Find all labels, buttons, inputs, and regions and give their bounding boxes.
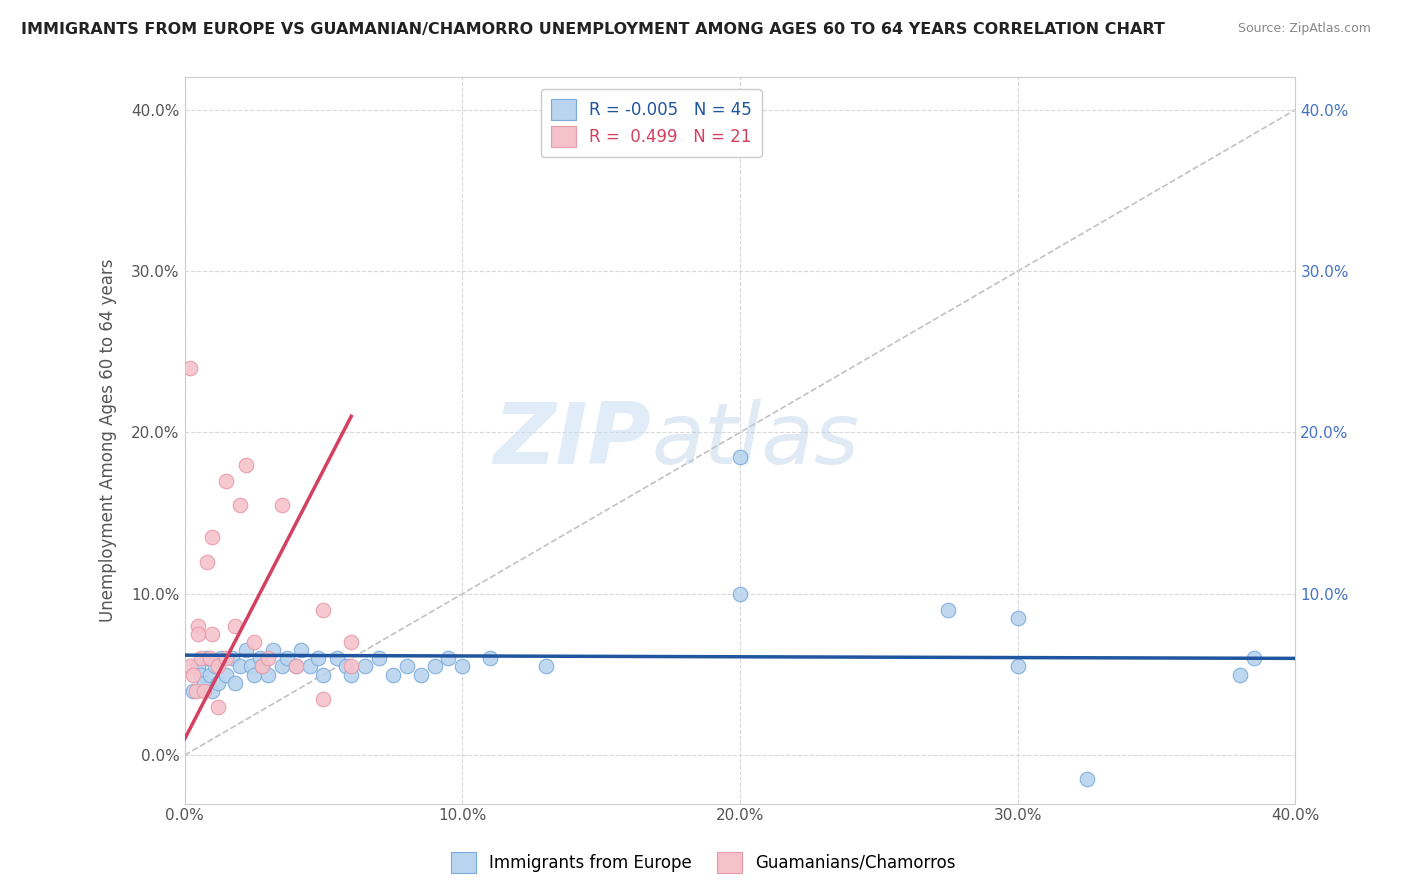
Point <box>936 603 959 617</box>
Point <box>1007 611 1029 625</box>
Point <box>249 651 271 665</box>
Point <box>312 691 335 706</box>
Point <box>224 675 246 690</box>
Point <box>340 667 363 681</box>
Point <box>1243 651 1265 665</box>
Point <box>298 659 321 673</box>
Point <box>179 659 201 673</box>
Point <box>257 667 280 681</box>
Y-axis label: Unemployment Among Ages 60 to 64 years: Unemployment Among Ages 60 to 64 years <box>100 259 117 623</box>
Point <box>728 587 751 601</box>
Legend: R = -0.005   N = 45, R =  0.499   N = 21: R = -0.005 N = 45, R = 0.499 N = 21 <box>541 89 762 157</box>
Point <box>184 683 207 698</box>
Point <box>198 667 221 681</box>
Point <box>381 667 404 681</box>
Point <box>243 635 266 649</box>
Point <box>284 659 307 673</box>
Point <box>207 675 229 690</box>
Point <box>187 627 209 641</box>
Point <box>252 659 274 673</box>
Point <box>229 659 252 673</box>
Point <box>193 683 215 698</box>
Point <box>423 659 446 673</box>
Point <box>215 474 238 488</box>
Point <box>1007 659 1029 673</box>
Point <box>368 651 391 665</box>
Text: atlas: atlas <box>651 399 859 482</box>
Point <box>181 683 204 698</box>
Point <box>204 659 226 673</box>
Point <box>326 651 349 665</box>
Point <box>243 667 266 681</box>
Point <box>201 627 224 641</box>
Point <box>276 651 298 665</box>
Point <box>451 659 474 673</box>
Point <box>187 619 209 633</box>
Point <box>728 450 751 464</box>
Point <box>252 659 274 673</box>
Point <box>201 530 224 544</box>
Point <box>209 651 232 665</box>
Point <box>335 659 357 673</box>
Point <box>229 498 252 512</box>
Point <box>270 498 292 512</box>
Point <box>257 651 280 665</box>
Point <box>201 683 224 698</box>
Point <box>479 651 502 665</box>
Point <box>263 643 285 657</box>
Point <box>340 659 363 673</box>
Point <box>195 651 218 665</box>
Point <box>312 667 335 681</box>
Point <box>1229 667 1251 681</box>
Point <box>207 659 229 673</box>
Text: Source: ZipAtlas.com: Source: ZipAtlas.com <box>1237 22 1371 36</box>
Point <box>437 651 460 665</box>
Point <box>340 635 363 649</box>
Point <box>187 659 209 673</box>
Point <box>312 603 335 617</box>
Point <box>195 555 218 569</box>
Text: ZIP: ZIP <box>494 399 651 482</box>
Point <box>215 667 238 681</box>
Point <box>221 651 243 665</box>
Point <box>270 659 292 673</box>
Point <box>198 651 221 665</box>
Point <box>235 643 257 657</box>
Point <box>534 659 557 673</box>
Point <box>307 651 329 665</box>
Point <box>179 360 201 375</box>
Point <box>235 458 257 472</box>
Point <box>240 659 263 673</box>
Legend: Immigrants from Europe, Guamanians/Chamorros: Immigrants from Europe, Guamanians/Chamo… <box>444 846 962 880</box>
Point <box>395 659 418 673</box>
Point <box>215 651 238 665</box>
Point <box>190 667 212 681</box>
Point <box>284 659 307 673</box>
Point <box>207 699 229 714</box>
Point <box>1076 772 1098 787</box>
Point <box>190 651 212 665</box>
Point <box>290 643 312 657</box>
Point <box>224 619 246 633</box>
Point <box>354 659 377 673</box>
Point <box>181 667 204 681</box>
Text: IMMIGRANTS FROM EUROPE VS GUAMANIAN/CHAMORRO UNEMPLOYMENT AMONG AGES 60 TO 64 YE: IMMIGRANTS FROM EUROPE VS GUAMANIAN/CHAM… <box>21 22 1166 37</box>
Point <box>409 667 432 681</box>
Point <box>193 675 215 690</box>
